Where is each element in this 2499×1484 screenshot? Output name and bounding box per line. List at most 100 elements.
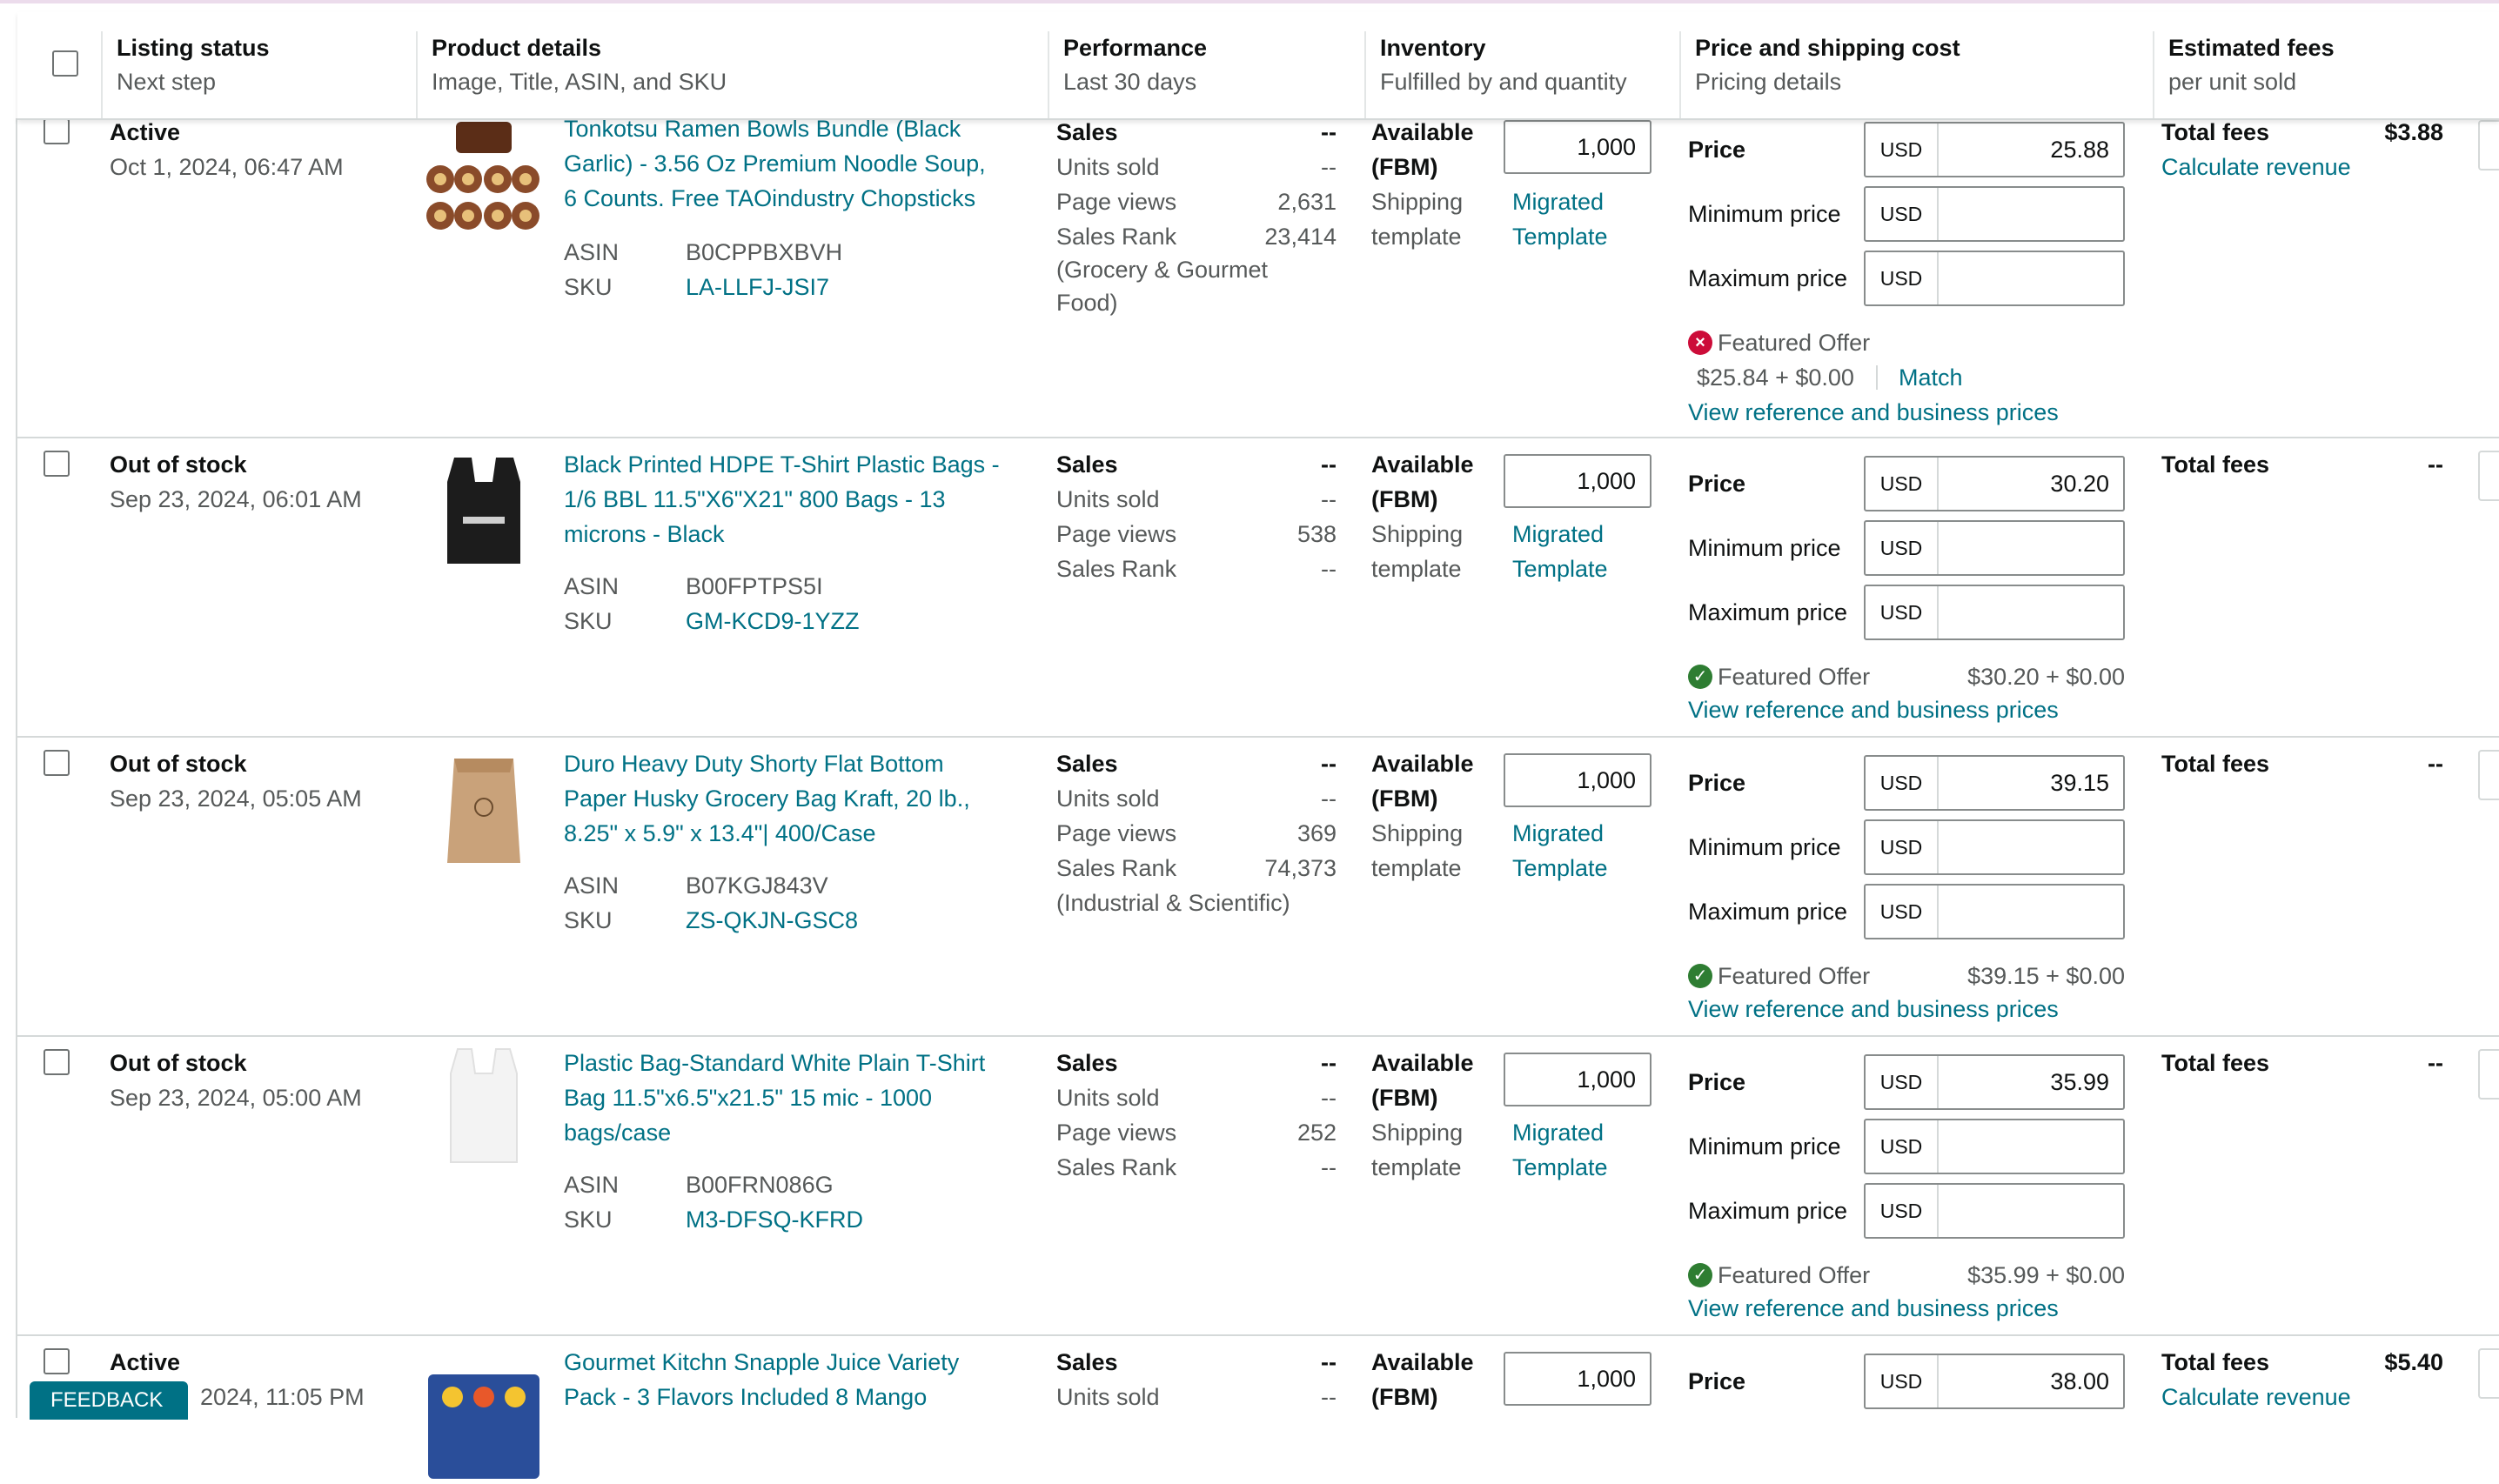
sku-link[interactable]: LA-LLFJ-JSI7 (686, 274, 830, 300)
price-input[interactable]: USD 38.00 (1864, 1354, 2125, 1409)
total-fees-value: $5.40 (2384, 1349, 2443, 1375)
sku-link[interactable]: ZS-QKJN-GSC8 (686, 907, 859, 933)
header-estimated-fees[interactable]: Estimated fees per unit sold (2153, 31, 2499, 118)
asin-value: B00FPTPS5I (686, 573, 823, 599)
max-price-input[interactable]: USD (1864, 585, 2125, 640)
max-price-input[interactable]: USD (1864, 1183, 2125, 1239)
header-listing-status[interactable]: Listing status Next step (101, 31, 416, 118)
check-icon: ✓ (1688, 964, 1712, 988)
product-image-black-bag[interactable] (423, 447, 545, 569)
featured-offer-price: $25.84 + $0.00 (1697, 364, 1854, 391)
header-price-shipping[interactable]: Price and shipping cost Pricing details (1679, 31, 2153, 118)
calculate-revenue-link[interactable]: Calculate revenue (2161, 154, 2351, 180)
perf-rank-category: (Grocery & Gourmet (1056, 257, 1269, 283)
sku-link[interactable]: M3-DFSQ-KFRD (686, 1207, 863, 1233)
inv-template-label: template (1371, 855, 1462, 881)
shipping-template-link[interactable]: Migrated (1512, 521, 1605, 547)
row-select-checkbox[interactable] (44, 1049, 70, 1075)
perf-sales-value: -- (1321, 451, 1337, 478)
product-title-line: Plastic Bag-Standard White Plain T-Shirt (564, 1050, 986, 1076)
perf-units-value: -- (1321, 1085, 1337, 1111)
match-link[interactable]: Match (1899, 364, 1963, 391)
perf-rank-value: 23,414 (1264, 224, 1337, 250)
shipping-template-link[interactable]: Template (1512, 1154, 1608, 1180)
quantity-input[interactable]: 1,000 (1504, 1053, 1651, 1106)
product-image-paper-bag[interactable] (423, 746, 545, 868)
max-price-input[interactable]: USD (1864, 884, 2125, 939)
view-reference-link[interactable]: View reference and business prices (1688, 399, 2059, 425)
currency-label: USD (1866, 886, 1939, 938)
row-action-button[interactable] (2478, 120, 2499, 170)
quantity-input[interactable]: 1,000 (1504, 454, 1651, 508)
row-select-checkbox[interactable] (44, 118, 70, 144)
product-title-line: Duro Heavy Duty Shorty Flat Bottom (564, 751, 944, 777)
currency-label: USD (1866, 1355, 1939, 1407)
shipping-template-link[interactable]: Migrated (1512, 820, 1605, 846)
perf-views-value: 369 (1296, 820, 1337, 846)
featured-offer-label: Featured Offer (1718, 664, 1871, 690)
select-all-checkbox[interactable] (52, 50, 78, 77)
header-performance-sub: Last 30 days (1063, 69, 1197, 95)
view-reference-link[interactable]: View reference and business prices (1688, 1295, 2059, 1321)
quantity-input[interactable]: 1,000 (1504, 753, 1651, 807)
price-input[interactable]: USD 30.20 (1864, 456, 2125, 511)
row-select-checkbox[interactable] (44, 1348, 70, 1374)
header-performance-title: Performance (1063, 35, 1208, 61)
header-inventory[interactable]: Inventory Fulfilled by and quantity (1364, 31, 1679, 118)
view-reference-link[interactable]: View reference and business prices (1688, 697, 2059, 723)
row-select-checkbox[interactable] (44, 750, 70, 776)
product-title-link[interactable]: Tonkotsu Ramen Bowls Bundle (Black Garli… (564, 111, 1034, 216)
shipping-template-link[interactable]: Template (1512, 224, 1608, 250)
row-action-button[interactable] (2478, 1049, 2499, 1100)
product-title-link[interactable]: Gourmet Kitchn Snapple Juice Variety Pac… (564, 1345, 1034, 1414)
inv-available-label: Available (1371, 1050, 1474, 1076)
total-fees-value: -- (2428, 751, 2443, 777)
view-reference-link[interactable]: View reference and business prices (1688, 996, 2059, 1022)
shipping-template-link[interactable]: Template (1512, 556, 1608, 582)
max-price-value (1939, 886, 2109, 938)
row-divider (17, 1334, 2499, 1336)
header-product-details[interactable]: Product details Image, Title, ASIN, and … (416, 31, 1048, 118)
quantity-input[interactable]: 1,000 (1504, 120, 1651, 174)
total-fees-value: $3.88 (2384, 119, 2443, 145)
row-action-button[interactable] (2478, 1348, 2499, 1399)
total-fees-value: -- (2428, 451, 2443, 478)
product-image-ramen[interactable] (423, 118, 545, 240)
max-price-input[interactable]: USD (1864, 251, 2125, 306)
row-action-button[interactable] (2478, 451, 2499, 501)
product-image-white-bag[interactable] (423, 1044, 545, 1166)
product-title-line: 8.25" x 5.9" x 13.4"| 400/Case (564, 820, 876, 846)
feedback-button[interactable]: FEEDBACK ✕ (30, 1381, 188, 1450)
calculate-revenue-link[interactable]: Calculate revenue (2161, 1384, 2351, 1410)
listing-date: Sep 23, 2024, 06:01 AM (110, 486, 362, 512)
row-select-checkbox[interactable] (44, 451, 70, 477)
inv-fbm-label: (FBM) (1371, 154, 1438, 180)
product-image-juice-pack[interactable] (423, 1362, 545, 1484)
min-price-input[interactable]: USD (1864, 819, 2125, 875)
perf-rank-value: 74,373 (1264, 855, 1337, 881)
product-title-link[interactable]: Duro Heavy Duty Shorty Flat Bottom Paper… (564, 746, 1034, 851)
price-input[interactable]: USD 25.88 (1864, 122, 2125, 177)
close-icon[interactable]: ✕ (38, 1427, 57, 1450)
listing-date: Sep 23, 2024, 05:05 AM (110, 785, 362, 812)
shipping-template-link[interactable]: Migrated (1512, 1120, 1605, 1146)
header-product-details-title: Product details (432, 35, 602, 61)
min-price-input[interactable]: USD (1864, 1119, 2125, 1174)
sku-link[interactable]: GM-KCD9-1YZZ (686, 608, 860, 634)
quantity-input[interactable]: 1,000 (1504, 1352, 1651, 1406)
product-title-line: Black Printed HDPE T-Shirt Plastic Bags … (564, 451, 1000, 478)
header-performance[interactable]: Performance Last 30 days (1048, 31, 1364, 118)
row-action-button[interactable] (2478, 750, 2499, 800)
min-price-input[interactable]: USD (1864, 520, 2125, 576)
shipping-template-link[interactable]: Migrated (1512, 189, 1605, 215)
min-price-label: Minimum price (1688, 201, 1841, 227)
price-input[interactable]: USD 35.99 (1864, 1054, 2125, 1110)
featured-offer-label: Featured Offer (1718, 963, 1871, 989)
product-title-link[interactable]: Black Printed HDPE T-Shirt Plastic Bags … (564, 447, 1034, 551)
featured-offer-label: Featured Offer (1718, 330, 1871, 356)
feedback-label: FEEDBACK (50, 1388, 164, 1412)
min-price-input[interactable]: USD (1864, 186, 2125, 242)
shipping-template-link[interactable]: Template (1512, 855, 1608, 881)
price-input[interactable]: USD 39.15 (1864, 755, 2125, 811)
product-title-link[interactable]: Plastic Bag-Standard White Plain T-Shirt… (564, 1046, 1034, 1150)
